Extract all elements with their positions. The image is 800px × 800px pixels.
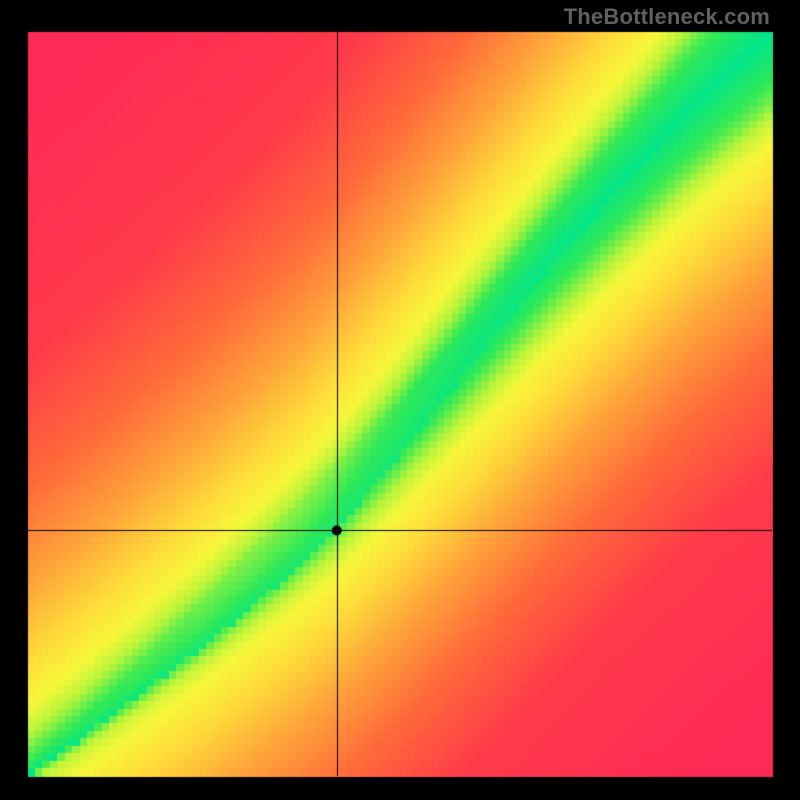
watermark-text: TheBottleneck.com: [564, 4, 770, 30]
bottleneck-heatmap: [0, 0, 800, 800]
